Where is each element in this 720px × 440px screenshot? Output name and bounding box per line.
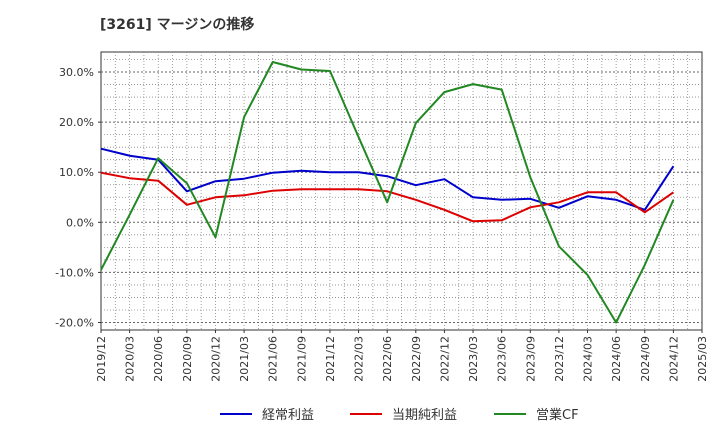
x-tick-label: 2020/09 (181, 336, 194, 382)
x-tick-label: 2023/03 (467, 336, 480, 382)
chart-title: [3261] マージンの推移 (100, 17, 255, 33)
x-tick-label: 2022/09 (410, 336, 423, 382)
y-tick-label: 20.0% (59, 116, 94, 129)
series-lines (100, 61, 675, 324)
x-tick-label: 2023/12 (553, 336, 566, 382)
x-tick-label: 2020/06 (152, 336, 165, 382)
x-tick-label: 2022/12 (438, 336, 451, 382)
legend-label: 営業CF (536, 407, 579, 423)
x-tick-label: 2025/03 (696, 336, 709, 382)
y-tick-label: -10.0% (55, 266, 94, 279)
x-tick-label: 2020/12 (209, 336, 222, 382)
x-tick-label: 2024/03 (582, 336, 595, 382)
x-tick-label: 2021/09 (295, 336, 308, 382)
x-tick-label: 2021/03 (238, 336, 251, 382)
axes: 30.0% 20.0% 10.0% 0.0% -10.0% -20.0%2019/12 20… (55, 66, 709, 382)
series-line (100, 147, 675, 211)
y-tick-label: 30.0% (59, 66, 94, 79)
legend-label: 当期純利益 (392, 408, 457, 423)
legend: 経常利益 当期純利益 営業CF (220, 407, 579, 423)
x-tick-label: 2023/09 (524, 336, 537, 382)
legend-label: 経常利益 (262, 408, 314, 423)
x-tick-label: 2023/06 (496, 336, 509, 382)
x-tick-label: 2024/12 (667, 336, 680, 382)
series-line (100, 61, 675, 324)
x-tick-label: 2022/03 (353, 336, 366, 382)
x-tick-label: 2024/09 (639, 336, 652, 382)
y-tick-label: 10.0% (59, 166, 94, 179)
x-tick-label: 2019/12 (95, 336, 108, 382)
y-tick-label: -20.0% (55, 316, 94, 329)
x-tick-label: 2020/03 (124, 336, 137, 382)
y-tick-label: 0.0% (66, 216, 94, 229)
x-tick-label: 2022/06 (381, 336, 394, 382)
x-tick-label: 2024/06 (610, 336, 623, 382)
grid-lines (100, 51, 703, 331)
x-tick-label: 2021/06 (267, 336, 280, 382)
x-tick-label: 2021/12 (324, 336, 337, 382)
